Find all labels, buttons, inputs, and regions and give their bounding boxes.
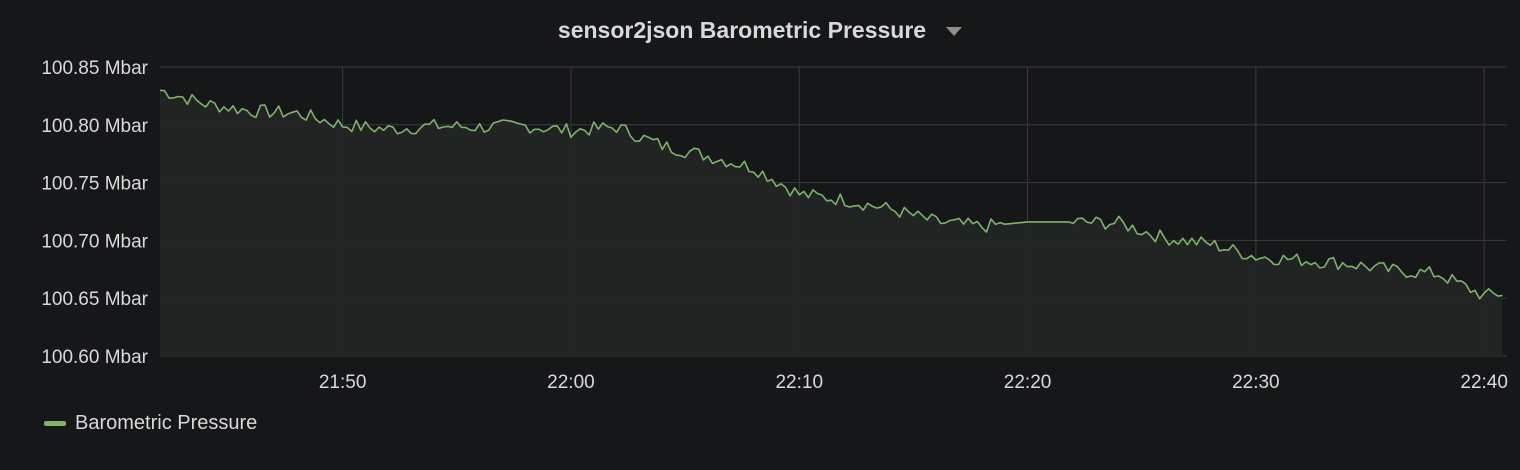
series-area-fill [160, 90, 1503, 357]
y-tick-label: 100.60 Mbar [41, 347, 148, 368]
legend-item-barometric-pressure[interactable]: Barometric Pressure [44, 412, 257, 435]
pressure-chart: 100.85 Mbar 100.80 Mbar 100.75 Mbar 100.70 … [41, 58, 1508, 393]
y-tick-label: 100.80 Mbar [41, 116, 148, 137]
series-line-barometric-pressure [159, 89, 1503, 300]
legend-label: Barometric Pressure [75, 412, 258, 434]
x-tick-label: 22:00 [547, 372, 595, 393]
panel-header: sensor2json Barometric Pressure [0, 12, 1520, 48]
panel-title-text: sensor2json Barometric Pressure [557, 16, 927, 43]
x-tick-label: 22:40 [1460, 372, 1508, 393]
y-tick-label: 100.85 Mbar [41, 58, 148, 79]
y-tick-label: 100.75 Mbar [41, 174, 148, 195]
y-tick-label: 100.65 Mbar [41, 289, 148, 310]
x-tick-label: 21:50 [319, 372, 367, 393]
x-tick-label: 22:30 [1232, 372, 1280, 393]
panel-title[interactable]: sensor2json Barometric Pressure [557, 16, 963, 44]
caret-down-icon[interactable] [946, 26, 963, 36]
y-tick-label: 100.70 Mbar [41, 231, 148, 252]
x-tick-label: 22:10 [775, 372, 823, 393]
x-tick-label: 22:20 [1004, 372, 1052, 393]
legend-swatch [44, 421, 66, 426]
